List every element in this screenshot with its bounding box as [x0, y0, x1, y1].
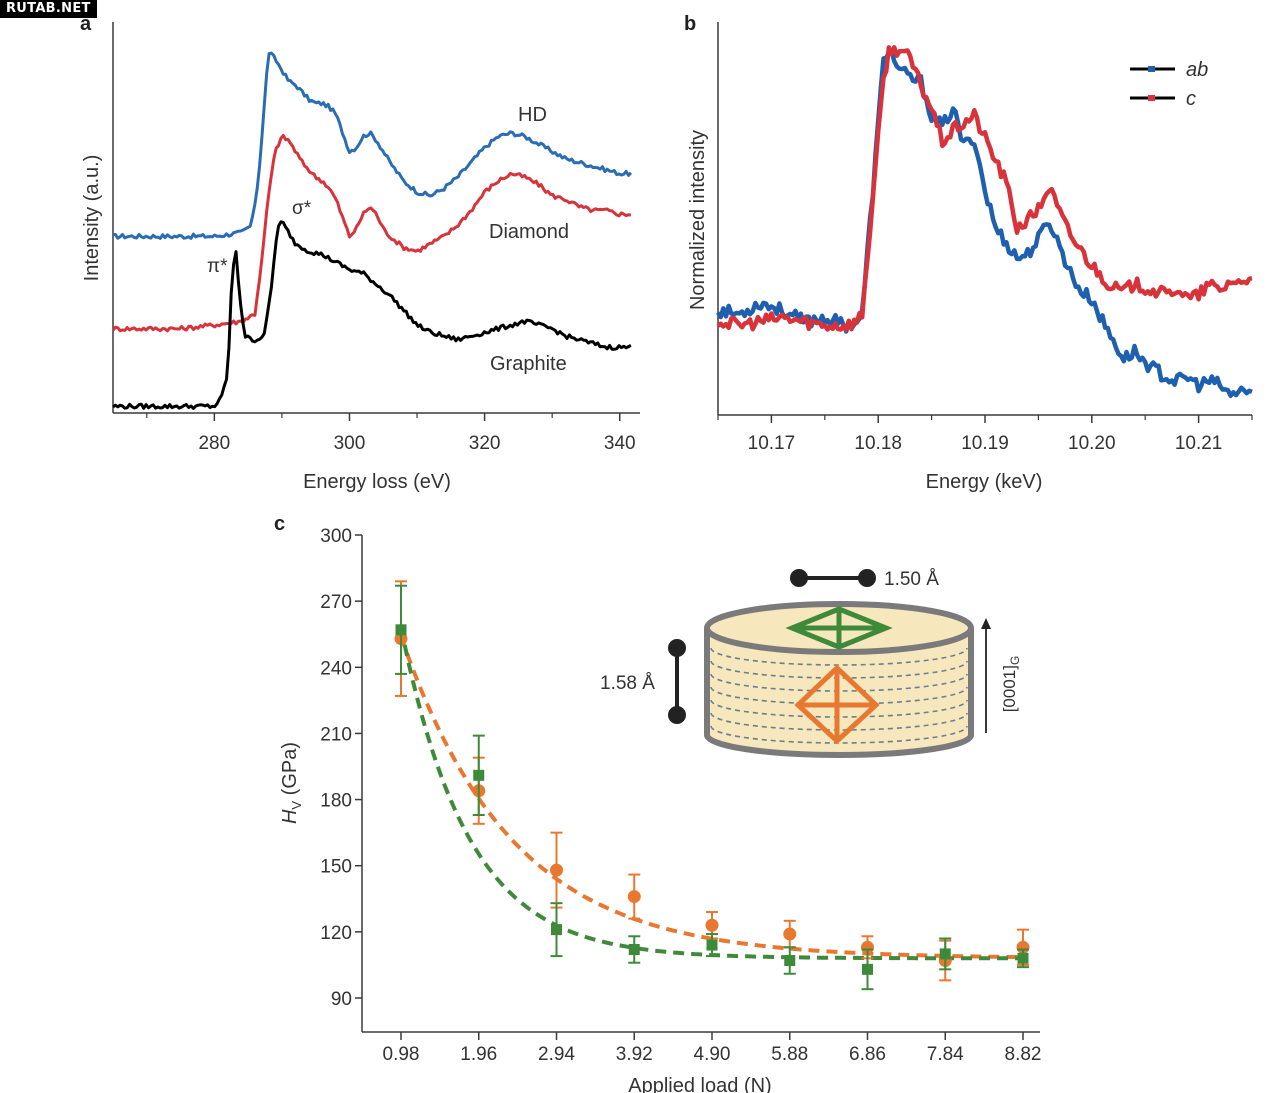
series-label-hd: HD	[518, 104, 547, 126]
data-point-green	[395, 624, 407, 636]
panel-a-ticks: 280 300 320 340	[146, 413, 636, 454]
x-tick-label: 2.94	[538, 1044, 575, 1065]
panel-c-plot	[394, 580, 1030, 991]
panel-a-lines	[111, 51, 633, 410]
data-point-orange	[1016, 940, 1030, 954]
data-point-green	[706, 939, 718, 951]
panel-b-lines	[716, 45, 1253, 399]
x-tick-label: 4.90	[694, 1044, 731, 1065]
x-tick-label: 0.98	[383, 1044, 420, 1065]
data-point-orange	[783, 927, 797, 941]
series-line-diamond	[111, 133, 632, 333]
layer-line	[710, 647, 968, 666]
legend-marker-ab	[1148, 66, 1155, 72]
panel-b-letter: b	[684, 13, 696, 35]
bond-left-icon	[668, 639, 686, 724]
x-tick-label: 8.82	[1005, 1044, 1042, 1065]
panel-c-letter: c	[274, 513, 285, 535]
axis-label-sub: G	[1008, 656, 1022, 665]
legend-label-c: c	[1186, 88, 1196, 110]
legend-marker-c	[1148, 95, 1155, 101]
x-tick-label: 320	[469, 433, 501, 454]
y-tick-label: 240	[320, 658, 352, 679]
layer-line	[710, 660, 968, 679]
series-label-diamond: Diamond	[489, 221, 569, 243]
series-line-hd	[112, 51, 633, 240]
x-tick-label: 5.88	[771, 1044, 808, 1065]
data-point-orange	[705, 918, 719, 932]
x-tick-label: 7.84	[927, 1044, 964, 1065]
bond-top-label: 1.50 Å	[884, 569, 939, 590]
ylabel-h: H	[279, 809, 301, 824]
data-point-green	[1017, 952, 1029, 964]
ylabel-sub: V	[289, 801, 304, 810]
ylabel-rest: (GPa)	[279, 742, 301, 801]
series-label-graphite: Graphite	[490, 353, 567, 375]
data-point-orange	[861, 940, 874, 954]
x-tick-label: 1.96	[460, 1044, 497, 1065]
layer-line	[710, 673, 968, 692]
x-tick-label: 10.20	[1068, 433, 1116, 454]
layer-line	[710, 725, 968, 744]
legend-label-ab: ab	[1186, 59, 1208, 81]
y-tick-label: 180	[320, 791, 352, 812]
data-point-orange	[550, 863, 563, 877]
inset-cylinder: 1.50 Å 1.58 Å [0001]G	[600, 569, 1022, 758]
series-line-graphite	[112, 220, 632, 410]
axis-0001-label: [0001]G	[1000, 656, 1022, 713]
cylinder-layers	[710, 647, 968, 744]
x-tick-label: 280	[198, 433, 230, 454]
bond-left-label: 1.58 Å	[600, 673, 655, 694]
panel-c: c 90 120 150 180 210 240 270 300 0.98 1.96 2.94 3.9…	[274, 513, 1041, 1093]
y-tick-label: 270	[320, 592, 352, 613]
axis-arrow-icon	[981, 618, 991, 733]
panel-a: a 280 300 320 340 Energy loss (eV) Intensit…	[80, 13, 640, 493]
watermark: RUTAB.NET	[0, 0, 97, 18]
annotation-pi-star: π*	[207, 256, 228, 277]
y-tick-label: 90	[331, 989, 352, 1010]
indent-orange-icon	[794, 664, 880, 745]
data-point-green	[628, 943, 640, 955]
panel-a-ylabel: Intensity (a.u.)	[81, 155, 103, 282]
data-point-green	[939, 948, 951, 960]
layer-line	[710, 699, 968, 718]
annotation-sigma-star: σ*	[292, 198, 312, 219]
layer-line	[710, 686, 968, 705]
series-line-c	[716, 45, 1253, 332]
fit-curve-green	[399, 627, 1020, 961]
x-tick-label: 10.18	[854, 433, 902, 454]
x-tick-label: 3.92	[616, 1044, 653, 1065]
axis-label-main: [0001]	[1000, 665, 1019, 712]
panel-a-xlabel: Energy loss (eV)	[303, 471, 451, 493]
panel-c-ylabel: HV (GPa)	[279, 742, 304, 824]
panel-c-xlabel: Applied load (N)	[628, 1075, 771, 1093]
data-point-green	[862, 963, 873, 975]
data-point-green	[473, 769, 485, 781]
bond-top-icon	[790, 569, 876, 587]
data-point-orange	[627, 890, 641, 904]
panel-c-ticks: 90 120 150 180 210 240 270 300 0.98 1.96 2.94 3.92 4…	[320, 526, 1041, 1065]
y-tick-label: 120	[320, 923, 352, 944]
x-tick-label: 10.21	[1175, 433, 1223, 454]
panel-a-letter: a	[80, 13, 92, 35]
panel-b: b 10.17 10.18 10.19 10.20 10.21 Energy (keV)…	[684, 13, 1253, 493]
x-tick-label: 10.19	[961, 433, 1009, 454]
data-point-green	[551, 924, 562, 936]
x-tick-label: 10.17	[748, 433, 796, 454]
series-line-ab	[716, 48, 1253, 399]
indent-green-icon	[785, 606, 893, 650]
x-tick-label: 6.86	[849, 1044, 886, 1065]
y-tick-label: 210	[320, 724, 352, 745]
panel-b-legend: ab c	[1130, 59, 1208, 110]
x-tick-label: 340	[604, 433, 636, 454]
panel-b-ylabel: Normalized intensity	[687, 130, 709, 310]
data-point-green	[784, 955, 796, 967]
layer-line	[710, 712, 968, 731]
panel-b-xlabel: Energy (keV)	[926, 471, 1043, 493]
y-tick-label: 300	[320, 526, 352, 547]
y-tick-label: 150	[320, 857, 352, 878]
panel-b-ticks: 10.17 10.18 10.19 10.20 10.21	[717, 415, 1253, 454]
x-tick-label: 300	[334, 433, 366, 454]
